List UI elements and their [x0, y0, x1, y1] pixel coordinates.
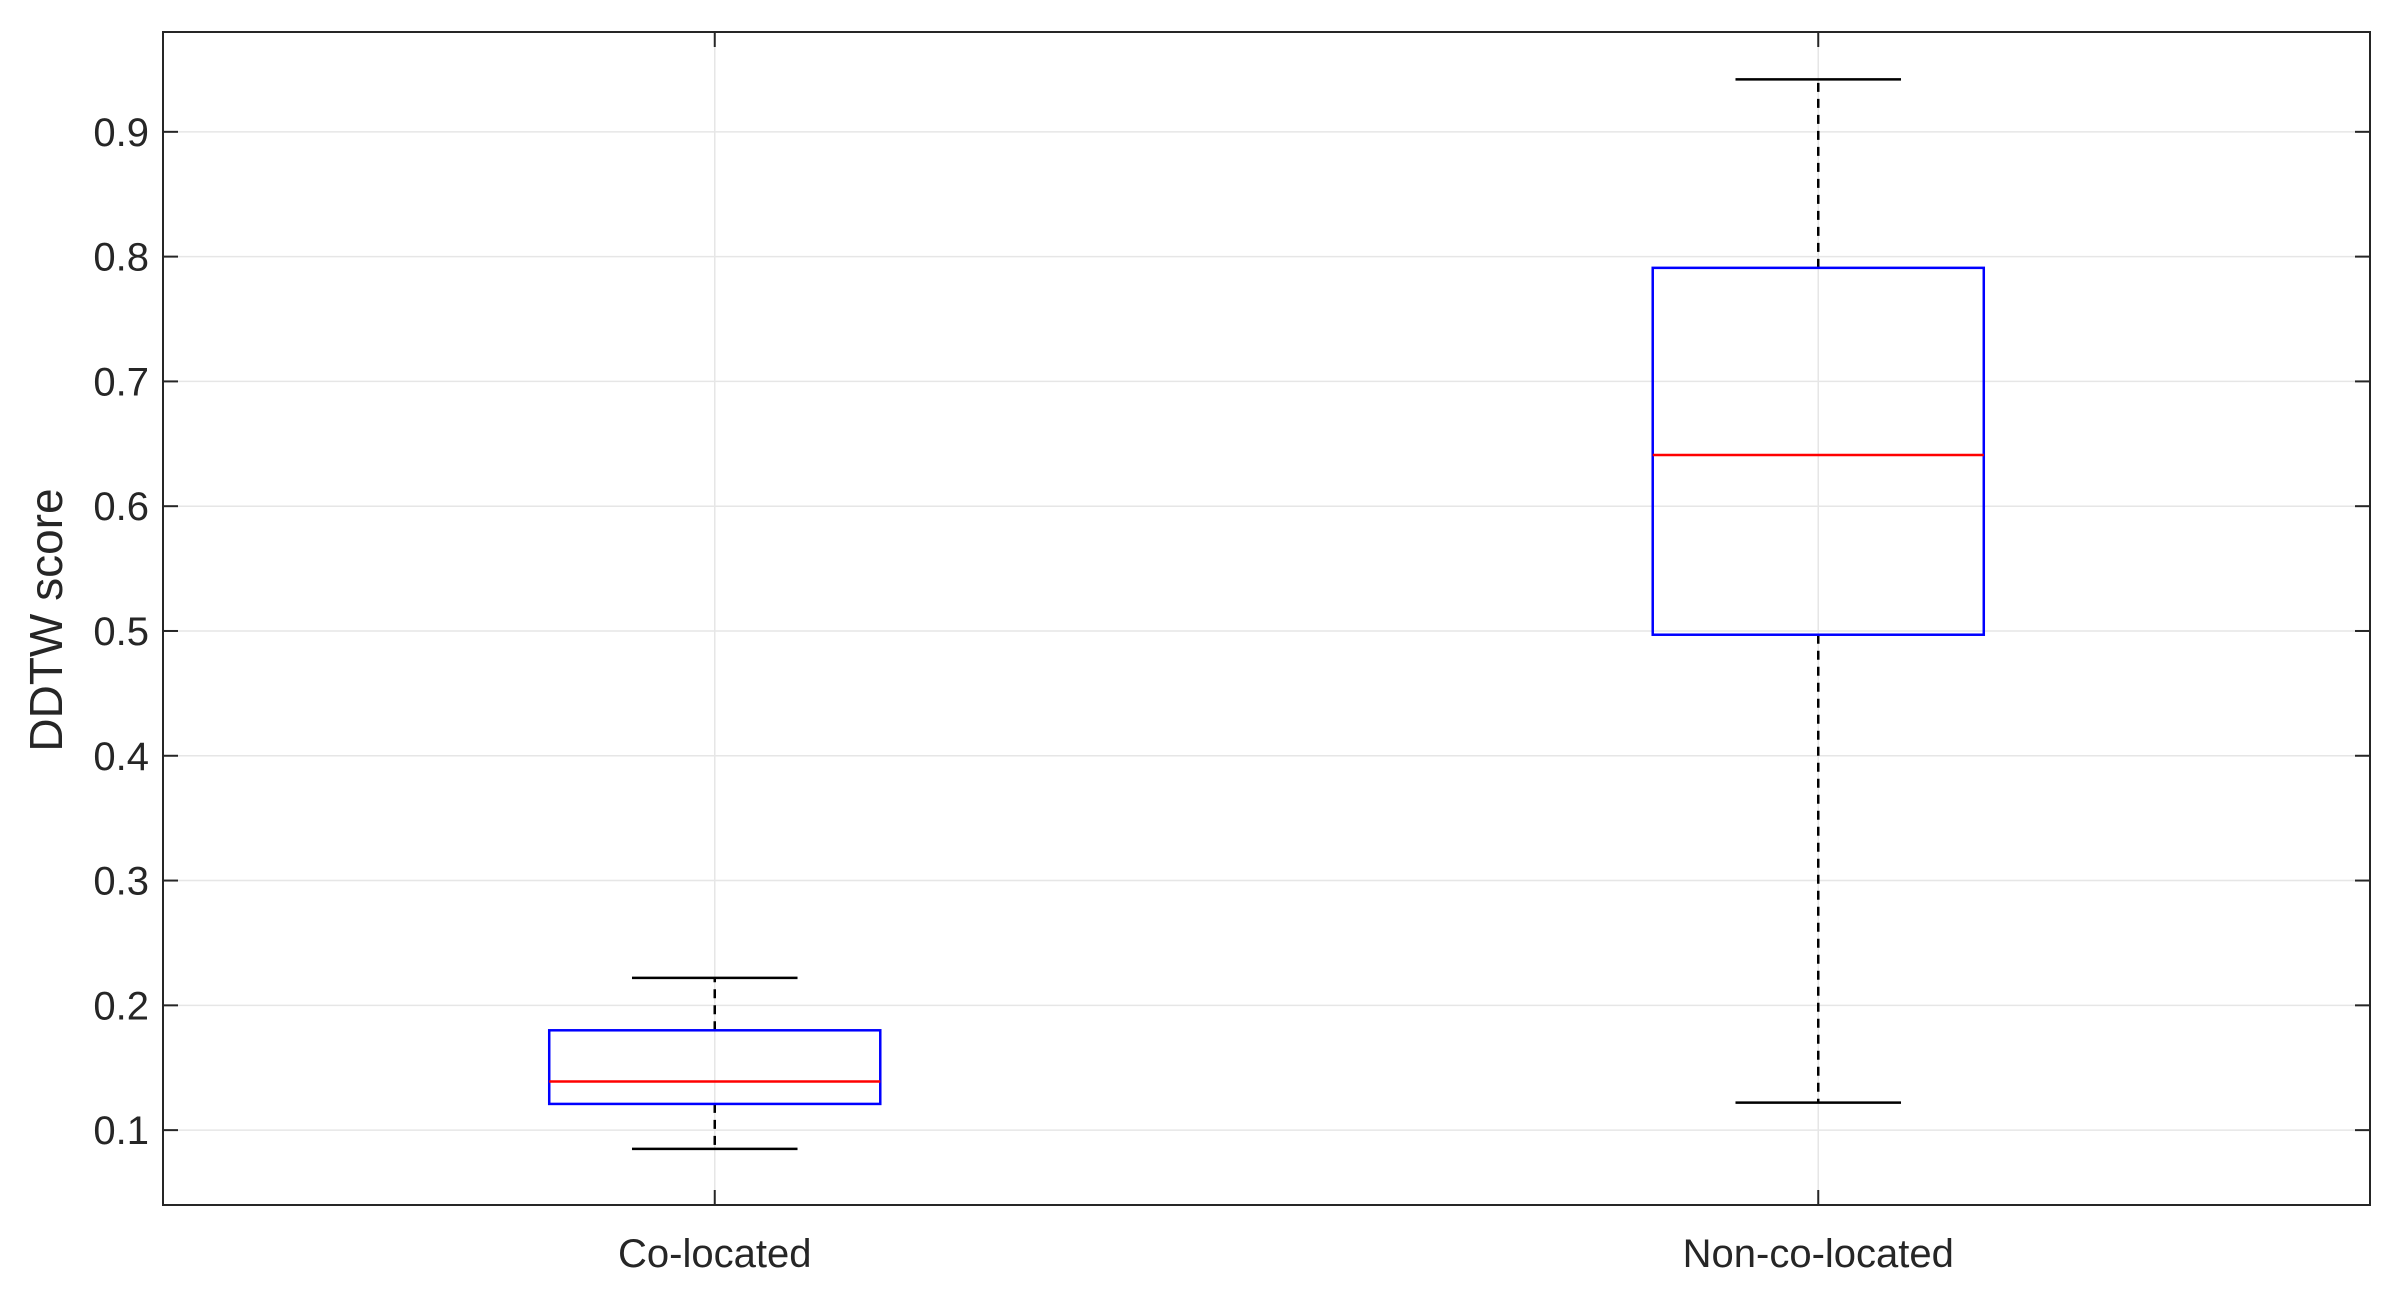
y-tick-label: 0.3 — [93, 860, 149, 904]
box-iqr — [1651, 266, 1986, 636]
y-axis-label: DDTW score — [20, 488, 72, 751]
y-tick-labels: 0.1 0.2 0.3 0.4 0.5 0.6 0.7 0.8 0.9 — [93, 111, 149, 1153]
boxes — [547, 78, 1986, 1151]
x-tick-labels: Co-located Non-co-located — [618, 1232, 1954, 1276]
y-tick-label: 0.6 — [93, 485, 149, 529]
axes — [162, 31, 2371, 1206]
y-tick-label: 0.1 — [93, 1109, 149, 1153]
y-tick-label: 0.4 — [93, 735, 149, 779]
y-tick-label: 0.7 — [93, 360, 149, 404]
x-tick-label: Co-located — [618, 1232, 811, 1276]
y-tick-label: 0.8 — [93, 236, 149, 280]
box-iqr — [547, 1029, 882, 1106]
y-tick-label: 0.5 — [93, 610, 149, 654]
y-tick-label: 0.2 — [93, 984, 149, 1028]
grid-lines — [163, 32, 2370, 1205]
x-tick-label: Non-co-located — [1683, 1232, 1954, 1276]
plot-frame — [162, 31, 2371, 1206]
y-tick-label: 0.9 — [93, 111, 149, 155]
